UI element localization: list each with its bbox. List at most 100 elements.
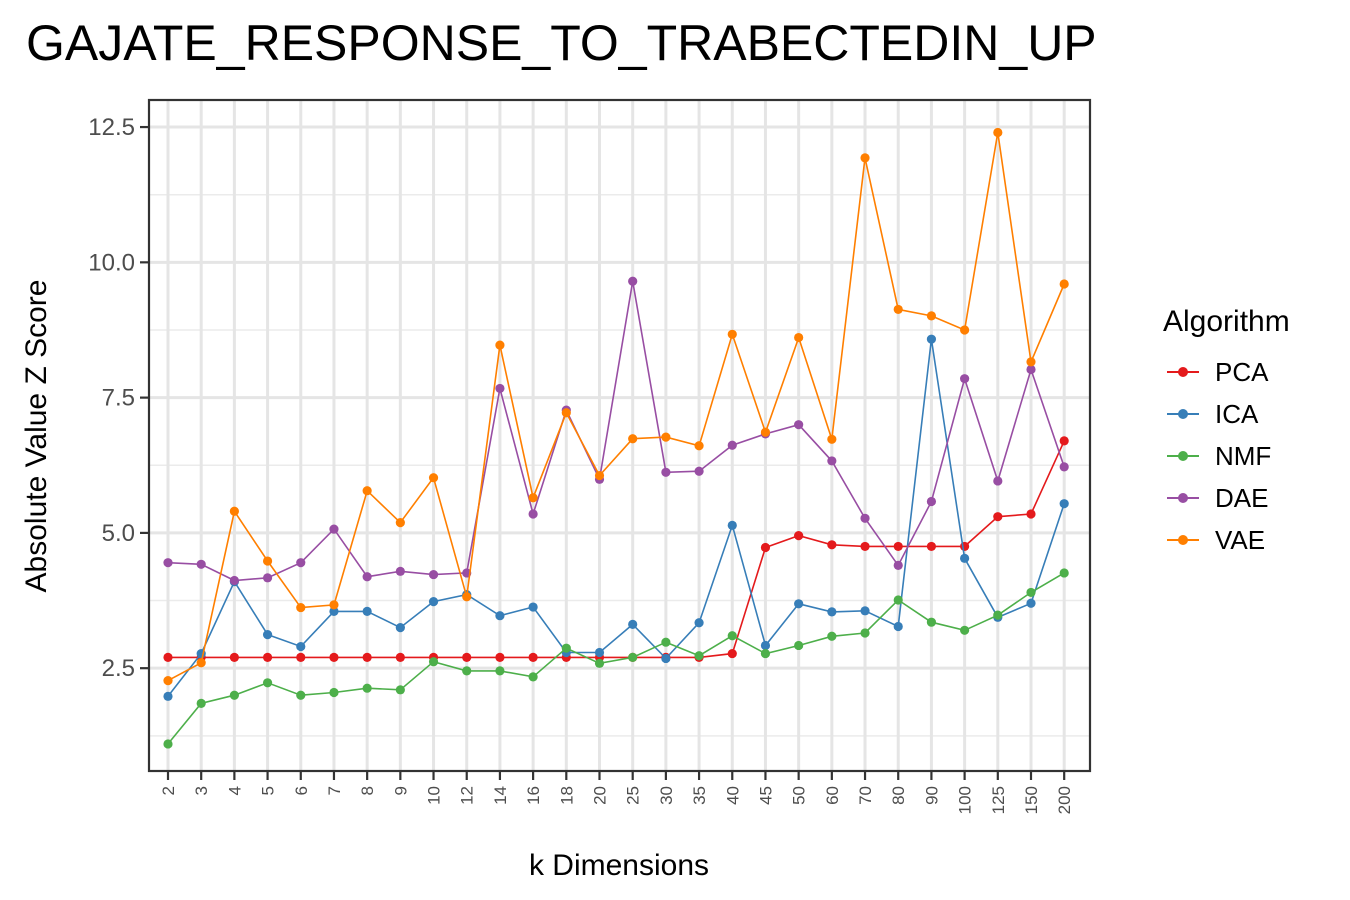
data-point-vae (760, 427, 771, 437)
data-point-ica (794, 599, 804, 609)
legend-label: ICA (1215, 398, 1259, 429)
data-point-dae (727, 440, 737, 450)
data-point-dae (1059, 462, 1069, 472)
data-point-vae (296, 602, 306, 613)
data-point-nmf (926, 617, 937, 627)
data-point-vae (528, 493, 538, 503)
data-point-ica (661, 653, 671, 664)
data-point-ica (1026, 598, 1036, 608)
data-point-ica (163, 691, 173, 701)
data-point-vae (594, 470, 605, 481)
data-point-nmf (893, 595, 903, 605)
data-point-vae (329, 600, 339, 610)
data-point-vae (362, 486, 372, 496)
data-point-nmf (960, 625, 970, 635)
data-point-pca (1059, 436, 1069, 446)
data-point-nmf (794, 640, 804, 651)
data-point-dae (1026, 364, 1036, 375)
x-tick-label: 45 (756, 786, 775, 805)
x-tick-label: 18 (557, 786, 576, 805)
data-point-nmf (694, 651, 704, 661)
x-tick-label: 8 (358, 786, 377, 795)
data-point-pca (163, 652, 173, 662)
data-point-dae (827, 456, 837, 466)
data-point-pca (262, 652, 273, 662)
data-point-dae (395, 566, 405, 576)
data-point-dae (362, 572, 372, 582)
data-point-pca (960, 541, 970, 552)
x-tick-label: 12 (458, 786, 477, 805)
data-point-vae (694, 441, 704, 451)
data-point-pca (727, 648, 737, 659)
data-point-dae (960, 374, 970, 384)
data-point-nmf (827, 631, 837, 641)
x-tick-label: 150 (1022, 786, 1041, 814)
data-point-vae (960, 325, 970, 335)
data-point-dae (528, 509, 538, 519)
data-point-vae (428, 473, 439, 483)
data-point-dae (926, 496, 937, 507)
data-point-dae (860, 513, 870, 523)
data-point-vae (727, 329, 737, 339)
data-point-nmf (395, 685, 405, 695)
legend-items: PCA ICA NMF DAE VAE (1163, 351, 1290, 561)
data-point-ica (926, 334, 937, 344)
data-point-ica (960, 553, 970, 563)
x-tick-label: 9 (391, 786, 410, 795)
data-point-ica (628, 619, 638, 629)
data-point-pca (760, 542, 771, 553)
data-point-vae (827, 434, 837, 444)
x-tick-label: 100 (956, 786, 975, 814)
legend-label: VAE (1215, 524, 1266, 555)
legend-item-nmf: NMF (1163, 435, 1290, 477)
legend-item-vae: VAE (1163, 519, 1290, 561)
data-point-vae (893, 304, 903, 315)
data-point-ica (893, 621, 903, 632)
x-tick-label: 125 (989, 786, 1008, 814)
data-point-pca (329, 652, 339, 662)
data-point-nmf (993, 610, 1003, 620)
legend-key (1163, 488, 1203, 508)
data-point-dae (428, 569, 439, 580)
series-layer (163, 127, 1069, 749)
x-axis-label: k Dimensions (529, 849, 709, 882)
data-point-vae (860, 153, 870, 163)
data-point-vae (262, 556, 273, 566)
data-point-vae (395, 518, 405, 528)
data-point-nmf (495, 666, 505, 676)
x-tick-label: 20 (590, 786, 609, 805)
data-point-pca (296, 652, 306, 662)
data-point-vae (462, 592, 472, 602)
x-tick-label: 14 (491, 786, 510, 805)
x-tick-label: 80 (889, 786, 908, 805)
data-point-dae (329, 524, 339, 534)
data-point-pca (362, 652, 372, 662)
data-point-vae (561, 408, 571, 418)
data-point-ica (827, 607, 837, 617)
legend-label: NMF (1215, 440, 1272, 471)
data-point-nmf (528, 672, 538, 682)
data-point-ica (362, 606, 372, 616)
data-point-vae (163, 676, 173, 686)
legend-item-pca: PCA (1163, 351, 1290, 393)
x-tick-label: 6 (292, 786, 311, 795)
x-tick-label: 50 (790, 786, 809, 805)
data-point-pca (229, 652, 239, 662)
x-tick-label: 16 (524, 786, 543, 805)
series-ica (163, 334, 1069, 701)
data-point-vae (196, 658, 206, 668)
x-tick-label: 2 (159, 786, 178, 795)
data-point-pca (993, 512, 1003, 522)
chart-title: GAJATE_RESPONSE_TO_TRABECTEDIN_UP (26, 15, 1097, 71)
data-point-dae (296, 558, 306, 568)
data-point-dae (163, 558, 173, 568)
data-point-dae (628, 276, 638, 286)
data-point-dae (229, 575, 239, 586)
data-point-vae (1026, 357, 1036, 367)
legend-item-dae: DAE (1163, 477, 1290, 519)
data-point-dae (262, 573, 273, 583)
x-tick-label: 4 (225, 786, 244, 795)
data-point-pca (395, 652, 405, 662)
x-tick-label: 90 (922, 786, 941, 805)
